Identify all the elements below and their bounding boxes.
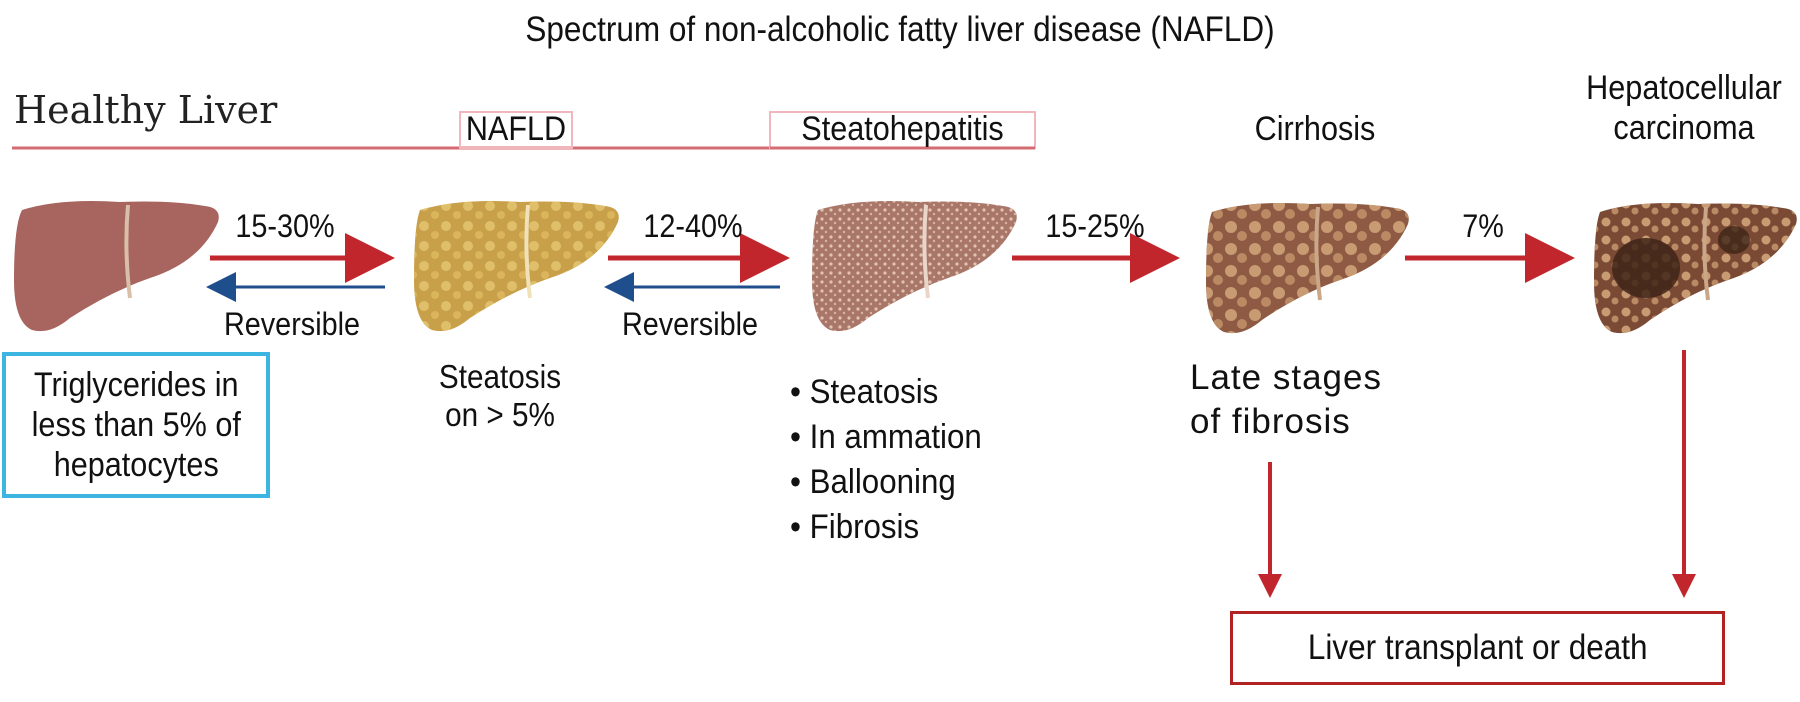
pct-nafld-to-nash: 12-40% (643, 208, 743, 244)
hcc-liver-icon (1594, 203, 1797, 334)
label-hcc-line1: Hepatocellular (1586, 69, 1782, 107)
feature-item: Steatosis (790, 370, 982, 415)
healthy-box-line2: less than 5% of (31, 406, 241, 444)
nafld-description: Steatosis on > 5% (401, 358, 599, 434)
nafld-label-frame (459, 111, 573, 149)
label-cirrhosis: Cirrhosis (1254, 110, 1376, 148)
label-steatohepatitis: Steatohepatitis (801, 110, 1004, 148)
pct-cirrhosis-to-hcc: 7% (1462, 208, 1504, 244)
healthy-box-line1: Triglycerides in (33, 366, 239, 404)
steatohepatitis-liver-icon (812, 201, 1017, 332)
fatty-liver-icon (414, 201, 619, 332)
reversible-label-2: Reversible (621, 306, 759, 342)
outcome-label: Liver transplant or death (1307, 628, 1648, 667)
cirrhosis-desc-line2: of fibrosis (1190, 402, 1351, 441)
diagram-title: Spectrum of non-alcoholic fatty liver di… (525, 10, 1275, 49)
healthy-definition-box: Triglycerides in less than 5% of hepatoc… (2, 352, 270, 498)
reversible-label-1: Reversible (223, 306, 361, 342)
steatohepatitis-features-list: Steatosis In ammation Ballooning Fibrosi… (790, 370, 982, 550)
label-nafld: NAFLD (465, 110, 567, 148)
cirrhosis-desc-line1: Late stages (1190, 358, 1382, 397)
cirrhosis-liver-icon (1206, 203, 1409, 334)
nafld-desc-line1: Steatosis (438, 358, 562, 395)
feature-item: Ballooning (790, 460, 982, 505)
healthy-box-line3: hepatocytes (53, 446, 219, 484)
feature-item: In ammation (790, 415, 982, 460)
outcome-box: Liver transplant or death (1230, 611, 1725, 685)
pct-healthy-to-nafld: 15-30% (235, 208, 335, 244)
healthy-liver-icon (14, 201, 219, 332)
feature-item: Fibrosis (790, 505, 982, 550)
nafld-desc-line2: on > 5% (445, 396, 555, 433)
label-hcc-line2: carcinoma (1613, 109, 1755, 147)
pct-nash-to-cirrhosis: 15-25% (1045, 208, 1145, 244)
label-healthy-liver: Healthy Liver (14, 88, 278, 132)
cirrhosis-description: Late stages of fibrosis (1190, 356, 1382, 444)
label-hcc: Hepatocellular carcinoma (1581, 68, 1786, 148)
